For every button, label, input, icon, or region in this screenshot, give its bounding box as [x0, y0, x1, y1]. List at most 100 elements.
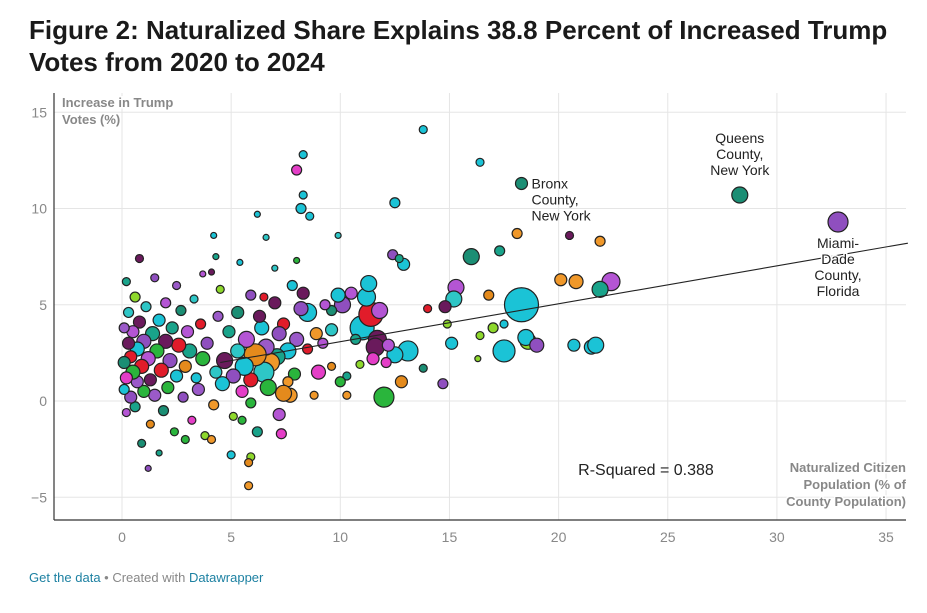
data-point — [494, 245, 506, 257]
data-point — [334, 231, 342, 240]
data-point — [389, 197, 401, 209]
data-point — [438, 300, 452, 314]
data-point — [827, 211, 849, 233]
data-point — [295, 202, 307, 215]
x-tick-label: 5 — [227, 529, 235, 545]
data-point — [161, 380, 175, 395]
data-point — [293, 301, 309, 317]
data-point — [177, 391, 189, 403]
y-tick-labels: 15 10 5 0 −5 — [31, 104, 47, 505]
data-point — [298, 190, 308, 200]
data-point — [191, 382, 206, 397]
page-title: Figure 2: Naturalized Share Explains 38.… — [29, 15, 888, 77]
callout-queens: New York — [710, 162, 770, 178]
callout-queens: Queens — [715, 130, 764, 146]
data-point — [195, 351, 211, 367]
data-point — [189, 294, 199, 304]
data-point — [140, 301, 152, 313]
data-point — [554, 273, 568, 287]
data-point — [244, 481, 254, 491]
data-point — [514, 176, 529, 191]
data-point — [487, 322, 499, 334]
callout-miami-dade: County, — [814, 267, 861, 283]
data-point — [380, 356, 392, 369]
data-point — [150, 273, 160, 283]
data-point — [298, 150, 308, 160]
data-point — [212, 253, 220, 261]
data-point — [259, 292, 269, 302]
data-point — [381, 338, 395, 352]
data-point — [591, 280, 609, 298]
r-squared-annotation: R-Squared = 0.388 — [578, 462, 714, 479]
data-point — [215, 284, 225, 294]
data-point — [437, 378, 449, 390]
data-point — [171, 280, 182, 291]
data-point — [587, 336, 605, 354]
data-point — [228, 411, 238, 421]
data-point — [271, 326, 287, 342]
datawrapper-link[interactable]: Datawrapper — [188, 570, 264, 585]
x-tick-label: 20 — [551, 529, 567, 545]
data-point — [564, 230, 575, 241]
data-point — [200, 336, 214, 350]
data-point — [245, 289, 257, 301]
data-point — [230, 343, 246, 359]
data-point — [254, 320, 270, 336]
footer-separator: • Created with — [100, 570, 189, 585]
data-point — [326, 361, 337, 371]
data-point — [144, 464, 152, 472]
data-point — [301, 343, 314, 355]
data-point — [287, 367, 302, 381]
x-tick-label: 0 — [118, 529, 126, 545]
data-point — [394, 253, 404, 264]
data-point — [475, 330, 485, 341]
gridlines — [53, 93, 906, 521]
data-point — [310, 364, 327, 380]
data-point — [342, 390, 352, 400]
data-point — [244, 458, 254, 468]
data-point — [237, 415, 247, 425]
data-point — [153, 362, 169, 378]
data-point — [214, 376, 231, 392]
data-point — [171, 337, 187, 353]
data-point — [594, 235, 606, 247]
data-point — [169, 369, 184, 383]
data-point — [129, 291, 141, 303]
data-point — [309, 327, 323, 341]
data-point — [268, 296, 282, 310]
data-point — [162, 352, 178, 369]
data-point — [236, 258, 244, 266]
data-point — [160, 297, 172, 309]
data-point — [209, 365, 223, 379]
y-axis-label: Increase in Trump — [62, 95, 173, 110]
data-point — [121, 336, 136, 350]
data-point — [293, 256, 301, 265]
x-axis-label: Naturalized Citizen — [790, 460, 906, 475]
data-point — [148, 388, 162, 402]
x-tick-label: 25 — [660, 529, 676, 545]
data-point — [121, 277, 131, 287]
data-point — [222, 325, 236, 339]
trendline-line — [220, 242, 908, 364]
data-point — [237, 330, 256, 348]
data-point — [206, 434, 217, 445]
data-point — [492, 339, 516, 363]
data-point — [418, 363, 428, 373]
data-point — [119, 371, 133, 385]
trendline — [220, 242, 908, 364]
data-point — [286, 279, 298, 292]
x-axis-label: Population (% of — [803, 477, 906, 492]
data-point — [330, 287, 346, 303]
data-points — [117, 124, 849, 491]
data-point — [190, 372, 202, 384]
data-point — [373, 386, 395, 408]
data-point — [165, 321, 179, 335]
callout-miami-dade: Florida — [817, 283, 860, 299]
x-tick-label: 30 — [769, 529, 785, 545]
data-point — [275, 428, 287, 440]
callout-miami-dade: Dade — [821, 251, 855, 267]
y-tick-label: −5 — [31, 489, 47, 505]
data-point — [158, 333, 174, 349]
get-the-data-link[interactable]: Get the data — [29, 570, 101, 585]
